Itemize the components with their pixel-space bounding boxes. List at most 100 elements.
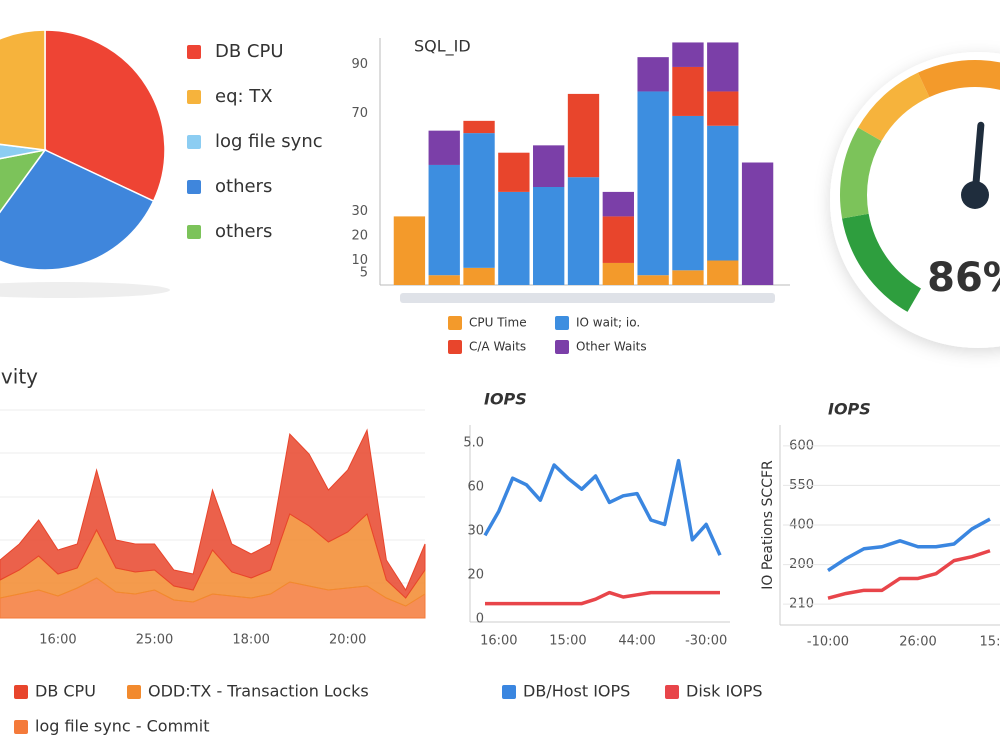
bar-segment (567, 177, 600, 285)
bar-segment (672, 66, 704, 116)
pie-slice (44, 29, 166, 203)
x-tick-label: 16:00 (39, 633, 76, 648)
chart-title: IOPS (828, 400, 871, 419)
legend-swatch (448, 340, 462, 354)
y-tick-label: 30 (351, 204, 368, 219)
legend-swatch (14, 685, 28, 699)
chart-title: IOPS (484, 390, 527, 409)
y-tick-label: 5 (360, 265, 368, 280)
line (827, 517, 991, 572)
bar-segment (463, 120, 495, 134)
bar-segment (567, 93, 600, 178)
gauge-band (842, 213, 921, 312)
gauge-value: 86% (927, 255, 1000, 301)
x-tick-label: 15:00 (549, 634, 586, 649)
y-tick-label: 90 (351, 57, 368, 72)
legend-swatch (665, 685, 679, 699)
y-tick-label: 20 (467, 568, 484, 583)
bar-segment (637, 275, 669, 285)
y-tick-label: 20 (351, 229, 368, 244)
legend-label: DB CPU (215, 41, 284, 62)
x-tick-label: 20:00 (329, 633, 366, 648)
bar-segment (707, 125, 739, 261)
bar-segment (672, 115, 704, 271)
bar-segment (393, 216, 426, 285)
bar-segment (707, 42, 739, 92)
line (485, 590, 720, 606)
legend-swatch (187, 225, 201, 239)
bar-segment (741, 162, 774, 285)
legend-label: others (215, 221, 272, 242)
legend-swatch (187, 135, 201, 149)
x-tick-label: 16:00 (480, 634, 517, 649)
legend-label: log file sync - Commit (35, 717, 209, 736)
legend-swatch (187, 180, 201, 194)
line (483, 458, 722, 556)
legend-swatch (448, 316, 462, 330)
x-tick-label: 44:00 (618, 634, 655, 649)
gauge-band (858, 72, 930, 141)
legend-swatch (187, 45, 201, 59)
chart-title: SQL_ID (414, 37, 471, 57)
scrollbar (400, 293, 775, 303)
y-tick-label: 0 (476, 612, 484, 627)
pie-shadow (0, 282, 170, 298)
x-tick-label: -30:00 (685, 634, 727, 649)
legend-label: IO wait; io. (576, 316, 640, 330)
bar-segment (498, 191, 530, 285)
bar-segment (463, 267, 495, 285)
pie-slice (0, 148, 47, 214)
x-tick-label: -10:00 (807, 635, 849, 650)
pie-slice (0, 143, 46, 160)
bar-segment (463, 133, 495, 268)
legend-label: ODD:TX - Transaction Locks (148, 682, 369, 701)
x-tick-label: 15: (980, 635, 1000, 650)
bar-segment (428, 164, 460, 276)
x-tick-label: 26:00 (899, 635, 936, 650)
area (0, 428, 426, 599)
y-tick-label: 70 (351, 106, 368, 121)
bar-segment (602, 262, 634, 285)
legend-label: eq: TX (215, 86, 273, 107)
legend-label: DB CPU (35, 682, 96, 701)
legend-label: CPU Time (469, 316, 527, 330)
chart-title: Activity (0, 365, 38, 389)
bar-segment (533, 145, 565, 187)
legend-label: DB/Host IOPS (523, 682, 630, 701)
bar-segment (498, 152, 530, 192)
legend-swatch (187, 90, 201, 104)
bar-segment (672, 270, 704, 285)
pie-slice (0, 149, 155, 271)
bar-segment (707, 91, 739, 126)
bar-segment (428, 130, 460, 165)
bar-segment (602, 191, 634, 217)
bar-segment (533, 187, 565, 285)
y-tick-label: 30 (467, 524, 484, 539)
legend-label: Disk IOPS (686, 682, 763, 701)
legend-swatch (555, 340, 569, 354)
y-tick-label: 60 (467, 480, 484, 495)
bar-segment (637, 91, 669, 276)
legend-label: Other Waits (576, 340, 647, 354)
y-axis-label: IO Peations SCCFR (760, 460, 776, 590)
pie-slice (0, 29, 46, 151)
y-tick-label: 10 (351, 253, 368, 268)
line (827, 549, 991, 600)
gauge-band (840, 127, 882, 219)
legend-swatch (127, 685, 141, 699)
gauge-band (917, 60, 1000, 98)
x-tick-label: 18:00 (232, 633, 269, 648)
bar-segment (707, 260, 739, 285)
bar-segment (428, 275, 460, 285)
needle-hub (961, 181, 989, 209)
legend-label: log file sync (215, 131, 323, 152)
x-tick-label: 25:00 (136, 633, 173, 648)
legend-swatch (14, 720, 28, 734)
bar-segment (602, 216, 634, 263)
legend-swatch (502, 685, 516, 699)
y-tick-label: 5.0 (463, 436, 484, 451)
legend-label: others (215, 176, 272, 197)
legend-label: C/A Waits (469, 340, 526, 354)
